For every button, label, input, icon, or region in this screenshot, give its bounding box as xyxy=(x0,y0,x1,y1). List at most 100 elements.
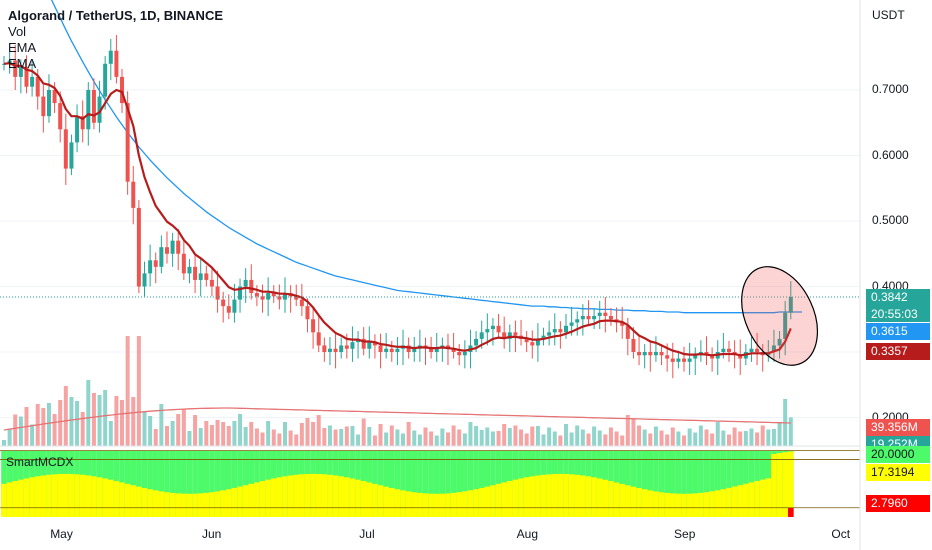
volume-bar xyxy=(507,428,512,446)
volume-bar xyxy=(52,414,57,446)
volume-bar xyxy=(395,429,400,446)
candle-body xyxy=(738,355,743,359)
mcdx-yellow-bar xyxy=(29,477,35,517)
mcdx-yellow-bar xyxy=(473,489,479,517)
volume-bar xyxy=(429,431,434,446)
candle-body xyxy=(80,116,85,130)
candle-body xyxy=(384,348,389,352)
mcdx-yellow-bar xyxy=(743,483,749,517)
mcdx-yellow-bar xyxy=(692,493,699,517)
volume-bar xyxy=(642,429,647,446)
volume-bar xyxy=(743,431,748,446)
volume-bar xyxy=(266,421,271,446)
volume-bar xyxy=(238,414,243,446)
volume-bar xyxy=(108,421,113,446)
mcdx-yellow-bar xyxy=(456,492,463,517)
volume-bar xyxy=(766,429,771,446)
mcdx-green-bar xyxy=(490,450,496,517)
mcdx-yellow-bar xyxy=(613,482,620,517)
volume-bar xyxy=(721,430,726,446)
volume-bar xyxy=(372,435,377,446)
volume-bar xyxy=(558,435,563,446)
candle-body xyxy=(24,67,29,87)
mcdx-yellow-bar xyxy=(102,478,108,517)
symbol-title[interactable]: Algorand / TetherUS, 1D, BINANCE xyxy=(8,8,224,23)
candle-body xyxy=(378,345,383,352)
candle-body xyxy=(198,273,203,280)
mcdx-yellow-bar xyxy=(136,486,142,517)
mcdx-yellow-bar xyxy=(495,483,502,517)
volume-bar xyxy=(417,434,422,446)
mcdx-green-bar xyxy=(422,450,429,517)
mcdx-yellow-bar xyxy=(759,479,766,517)
mcdx-yellow-bar xyxy=(315,473,322,517)
mcdx-yellow-bar xyxy=(293,474,300,517)
mcdx-yellow-bar xyxy=(608,481,614,517)
countdown-tag: 20:55:03 xyxy=(866,306,930,322)
mcdx-yellow-bar xyxy=(327,474,333,517)
volume-bar xyxy=(2,440,6,446)
mcdx-yellow-bar xyxy=(641,489,648,517)
candle-body xyxy=(209,279,214,287)
volume-bar xyxy=(653,426,658,446)
candle-body xyxy=(564,325,568,333)
mcdx-green-bar xyxy=(669,450,676,517)
indicator-label[interactable]: SmartMCDX xyxy=(6,455,74,469)
volume-bar xyxy=(406,422,411,446)
legend-vol[interactable]: Vol xyxy=(8,24,27,39)
mcdx-green-bar xyxy=(237,450,243,517)
legend-ema-1[interactable]: EMA xyxy=(8,40,37,55)
volume-bar xyxy=(131,397,136,446)
mcdx-yellow-bar xyxy=(321,474,328,517)
mcdx-yellow-bar xyxy=(445,493,451,517)
volume-bar xyxy=(547,427,552,446)
mcdx-yellow-bar xyxy=(124,483,131,517)
mcdx-yellow-bar xyxy=(563,473,569,517)
volume-bar xyxy=(726,434,731,446)
volume-bar xyxy=(350,426,355,446)
mcdx-yellow-bar xyxy=(433,493,440,517)
mcdx-yellow-bar xyxy=(698,492,704,517)
mcdx-green-bar xyxy=(181,450,187,517)
volume-bar xyxy=(541,434,546,446)
volume-bar xyxy=(698,425,703,446)
mcdx-green-bar xyxy=(681,450,687,517)
volume-bar xyxy=(125,336,130,446)
candle-body xyxy=(339,345,344,352)
volume-bar xyxy=(204,421,209,446)
mcdx-yellow-bar xyxy=(355,479,361,517)
mcdx-yellow-bar xyxy=(501,482,507,517)
mcdx-green-bar xyxy=(136,450,142,517)
candle-body xyxy=(327,348,332,352)
candle-body xyxy=(648,352,653,356)
mcdx-green-bar xyxy=(428,450,434,517)
mcdx-yellow-bar xyxy=(630,486,637,517)
mcdx-green-bar xyxy=(703,450,710,517)
mcdx-yellow-bar xyxy=(686,493,693,517)
mcdx-yellow-bar xyxy=(765,478,772,517)
candle-body xyxy=(788,296,793,313)
mcdx-yellow-bar xyxy=(535,475,541,517)
mcdx-green-bar xyxy=(164,450,170,517)
candle-body xyxy=(226,306,231,313)
mcdx-yellow-bar xyxy=(254,482,260,517)
mcdx-yellow-bar xyxy=(46,474,52,517)
candle-body xyxy=(159,247,164,267)
mcdx-green-bar xyxy=(737,450,744,517)
mcdx-green-bar xyxy=(686,450,693,517)
ema-slow-tag: 0.3357 xyxy=(866,343,930,360)
candle-body xyxy=(592,315,597,320)
candle-body xyxy=(52,90,57,104)
chart-legend: Algorand / TetherUS, 1D, BINANCE Vol EMA… xyxy=(8,8,223,72)
volume-bar xyxy=(322,428,327,446)
mcdx-green-bar xyxy=(226,450,232,517)
candle-body xyxy=(479,332,484,339)
mcdx-yellow-bar xyxy=(74,474,80,517)
candle-body xyxy=(41,96,46,117)
mcdx-yellow-bar xyxy=(276,477,283,517)
legend-ema-2[interactable]: EMA xyxy=(8,56,37,71)
candle-body xyxy=(103,63,108,97)
mcdx-yellow-bar xyxy=(776,453,783,517)
mcdx-yellow-bar xyxy=(1,483,7,517)
